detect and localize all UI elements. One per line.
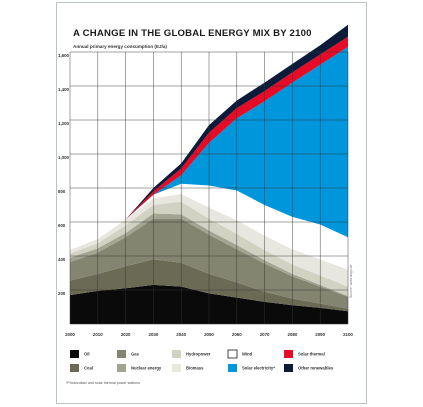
x-tick-labels: 2000 2010 2020 2030 2040 2050 2060 2070 2080 2090… bbox=[65, 332, 353, 337]
y-tick-label: 1,200 bbox=[58, 121, 70, 126]
legend: Oil Gas Hydropower Wind Solar thermal Coal Nuc… bbox=[70, 349, 334, 372]
legend-label-gas: Gas bbox=[131, 352, 140, 357]
x-tick-label: 2000 bbox=[65, 332, 75, 337]
legend-swatch-solar-thermal bbox=[284, 350, 293, 358]
grid-lines bbox=[69, 51, 349, 325]
chart-title: A CHANGE IN THE GLOBAL ENERGY MIX BY 210… bbox=[73, 28, 312, 39]
source-note: Source: www.wbgu.de bbox=[349, 264, 353, 298]
chart-footnote: *Photovoltaic and solar thermal power st… bbox=[66, 381, 140, 385]
legend-label-hydropower: Hydropower bbox=[186, 352, 211, 357]
legend-label-wind: Wind bbox=[242, 352, 253, 357]
y-tick-label: 800 bbox=[58, 189, 66, 194]
y-tick-labels: 200 400 600 800 1,000 1,200 1,400 1,600 bbox=[58, 53, 70, 296]
legend-label-solar-electricity: Solar electricity* bbox=[242, 366, 275, 371]
y-tick-label: 200 bbox=[58, 291, 66, 296]
y-tick-label: 600 bbox=[58, 223, 66, 228]
legend-label-coal: Coal bbox=[84, 366, 93, 371]
y-tick-label: 1,000 bbox=[58, 155, 70, 160]
x-tick-label: 2080 bbox=[288, 332, 298, 337]
legend-label-other-renewables: Other renewables bbox=[298, 366, 334, 371]
legend-swatch-solar-electricity bbox=[228, 364, 237, 372]
x-tick-label: 2060 bbox=[232, 332, 242, 337]
x-tick-label: 2100 bbox=[343, 332, 353, 337]
legend-label-biomass: Biomass bbox=[186, 366, 204, 371]
area-solar-thermal bbox=[70, 36, 348, 251]
x-tick-label: 2090 bbox=[315, 332, 325, 337]
legend-label-solar-thermal: Solar thermal bbox=[298, 352, 325, 357]
legend-swatch-other-renewables bbox=[284, 364, 293, 372]
legend-swatch-coal bbox=[70, 364, 79, 372]
x-tick-label: 2030 bbox=[149, 332, 159, 337]
legend-swatch-nuclear-energy bbox=[117, 364, 126, 372]
legend-swatch-gas bbox=[117, 350, 126, 358]
legend-swatch-oil bbox=[70, 350, 79, 358]
legend-label-nuclear-energy: Nuclear energy bbox=[131, 366, 162, 371]
legend-swatch-biomass bbox=[172, 364, 181, 372]
legend-label-oil: Oil bbox=[84, 352, 90, 357]
legend-swatch-hydropower bbox=[172, 350, 181, 358]
y-tick-label: 1,400 bbox=[58, 87, 70, 92]
area-other-renewables bbox=[70, 24, 348, 251]
chart-subtitle: Annual primary energy consumption (EJ/a) bbox=[73, 44, 167, 49]
x-tick-label: 2010 bbox=[93, 332, 103, 337]
x-tick-label: 2070 bbox=[260, 332, 270, 337]
x-tick-label: 2050 bbox=[204, 332, 214, 337]
y-tick-label: 400 bbox=[58, 257, 66, 262]
legend-swatch-wind bbox=[227, 349, 238, 359]
y-tick-label: 1,600 bbox=[58, 53, 70, 58]
x-tick-label: 2040 bbox=[176, 332, 186, 337]
x-tick-label: 2020 bbox=[121, 332, 131, 337]
